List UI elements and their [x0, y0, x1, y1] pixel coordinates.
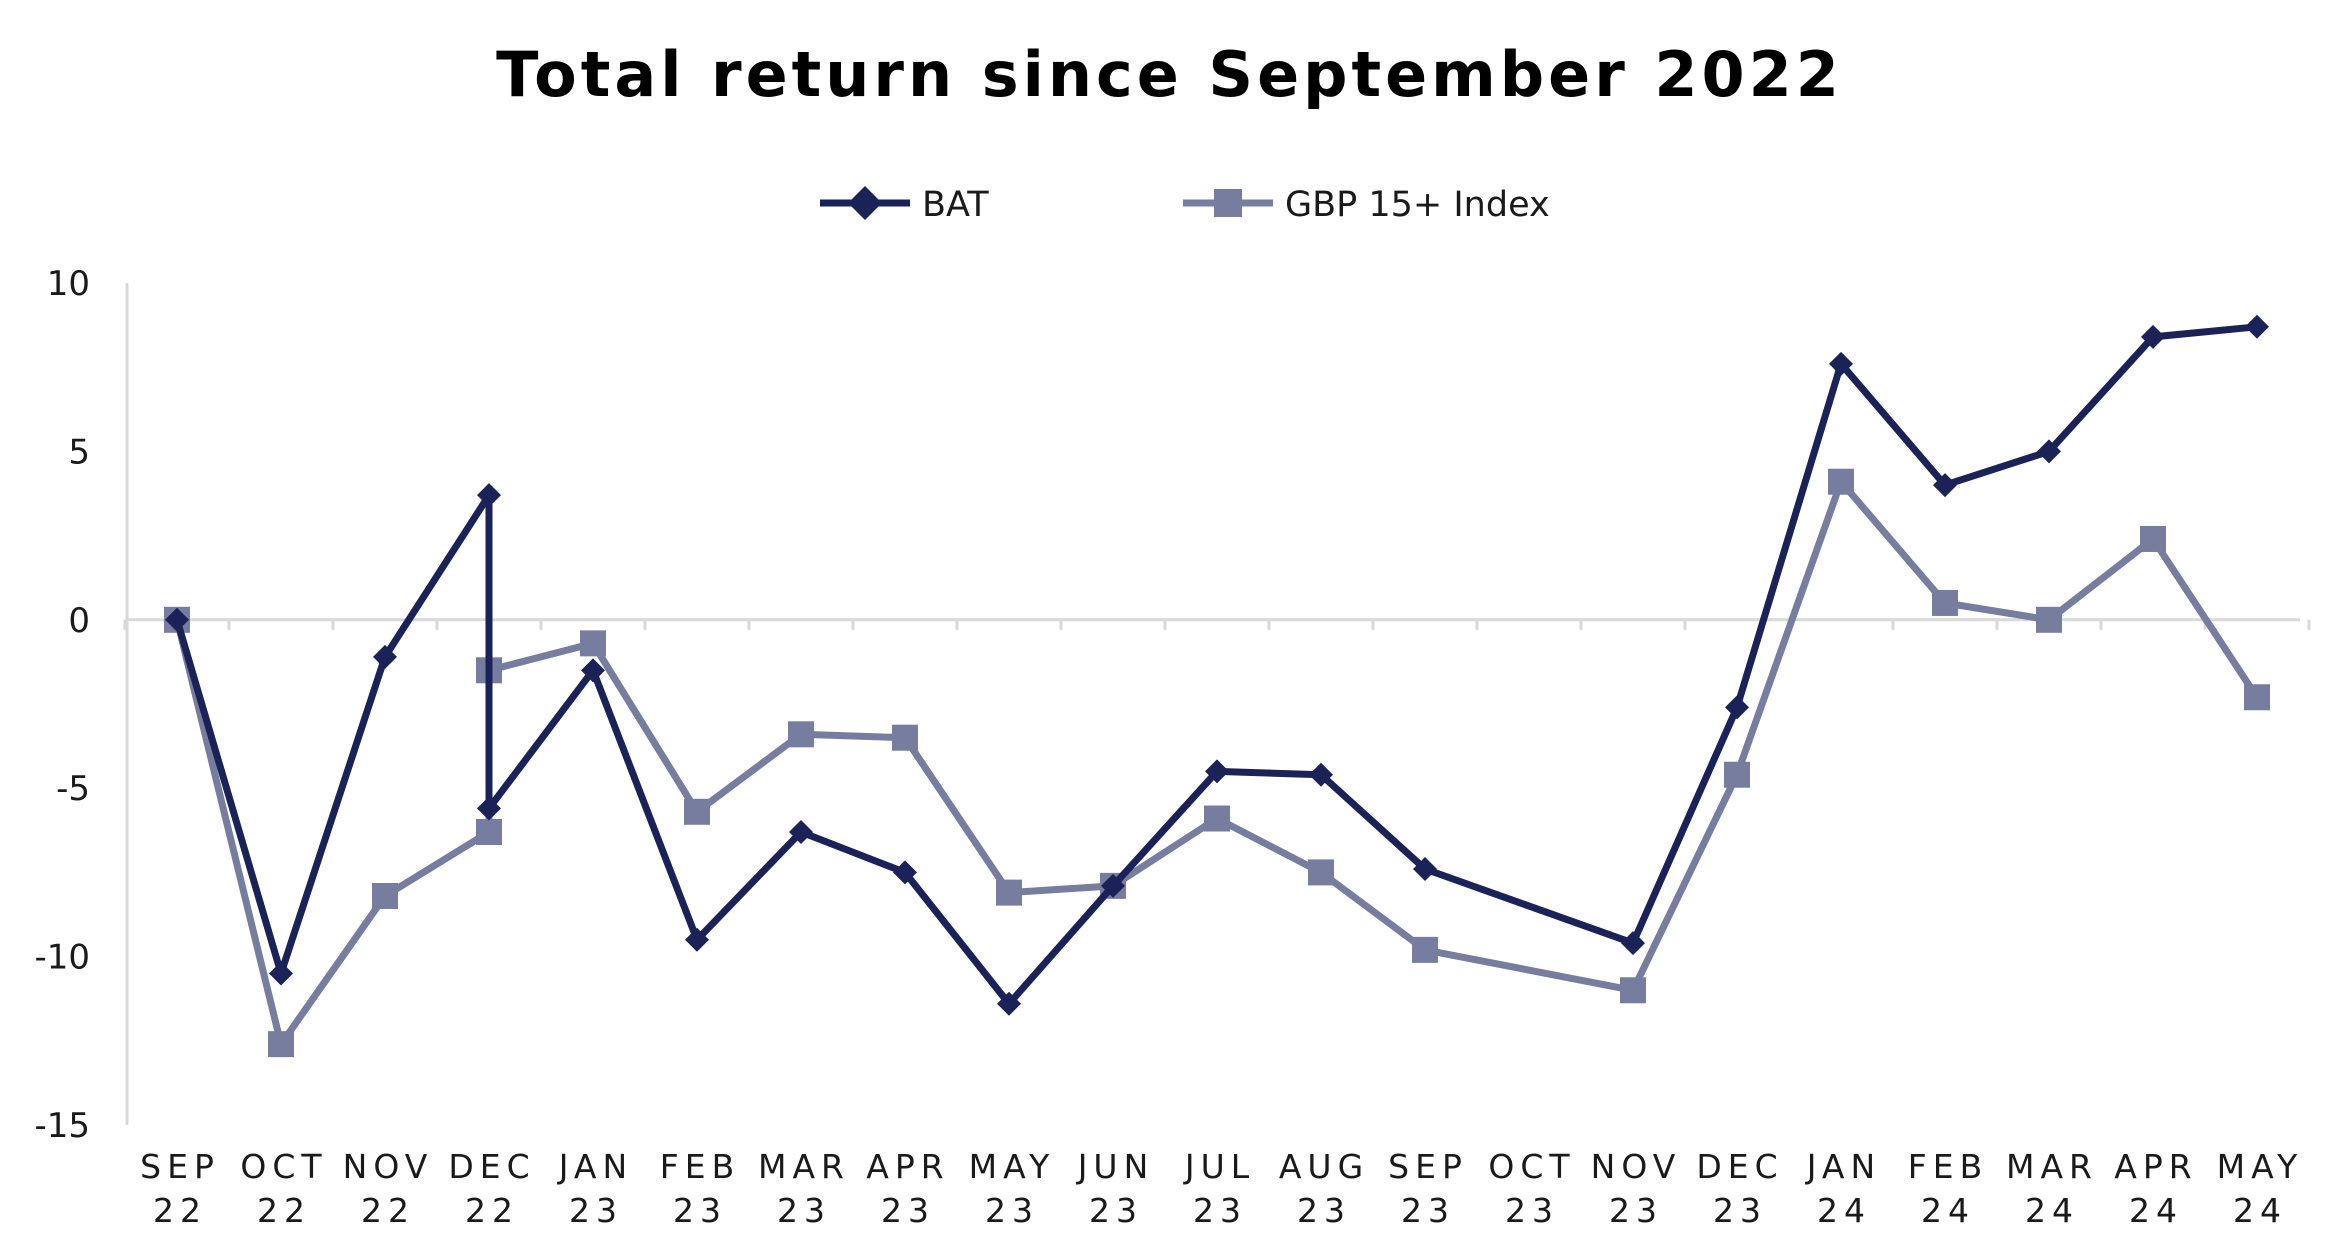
axes: 10 5 0 -5 -10 -15 SEP 22 OCT 22 NOV 22 DEC 22 JAN 23 FEB… — [34, 264, 2311, 1230]
data-point-bat — [2141, 324, 2165, 349]
data-point-gbp-index — [1620, 977, 1646, 1004]
x-tick-label: 23 — [881, 1191, 935, 1230]
square-icon — [1214, 189, 1242, 217]
x-tick-label: 23 — [1401, 1191, 1455, 1230]
x-tick-label: 24 — [1921, 1191, 1975, 1230]
x-tick-label: JUL — [1183, 1147, 1255, 1186]
x-tick-label: APR — [2114, 1147, 2197, 1186]
data-point-bat — [1101, 873, 1125, 898]
y-tick-label: -15 — [34, 1106, 90, 1146]
x-tick-label: 23 — [1609, 1191, 1663, 1230]
y-tick-label: 5 — [68, 432, 90, 472]
data-point-bat — [893, 860, 917, 885]
data-point-bat — [685, 927, 709, 952]
data-point-bat — [1621, 931, 1645, 956]
data-point-gbp-index — [996, 879, 1022, 906]
x-tick-label: OCT — [1488, 1147, 1575, 1186]
x-tick-label: 22 — [153, 1191, 207, 1230]
x-tick-label: DEC — [1696, 1147, 1783, 1186]
x-tick-label: 24 — [2129, 1191, 2183, 1230]
data-point-bat — [581, 658, 605, 683]
x-tick-label: NOV — [343, 1147, 434, 1186]
data-point-gbp-index — [2036, 606, 2062, 633]
chart-title: Total return since September 2022 — [496, 38, 1843, 111]
x-tick-label: 22 — [257, 1191, 311, 1230]
x-tick-label: MAR — [2006, 1147, 2098, 1186]
data-point-gbp-index — [476, 818, 502, 845]
x-tick-label: 24 — [2233, 1191, 2287, 1230]
x-tick-label: 23 — [1297, 1191, 1351, 1230]
data-point-bat — [1413, 857, 1437, 882]
x-tick-label: 23 — [569, 1191, 623, 1230]
data-point-bat — [2037, 439, 2061, 464]
series-layer — [164, 314, 2270, 1058]
x-tick-label: 24 — [1817, 1191, 1871, 1230]
data-point-gbp-index — [2244, 684, 2270, 711]
x-tick-label: SEP — [140, 1147, 220, 1186]
x-tick-label: MAY — [969, 1147, 1056, 1186]
x-tick-label: DEC — [448, 1147, 535, 1186]
data-point-gbp-index — [788, 721, 814, 748]
data-point-gbp-index — [1308, 859, 1334, 886]
data-point-bat — [373, 644, 397, 669]
diamond-icon — [848, 186, 882, 220]
x-tick-label: NOV — [1591, 1147, 1682, 1186]
legend: BAT GBP 15+ Index — [820, 185, 1550, 225]
data-point-bat — [1309, 762, 1333, 787]
x-tick-label: APR — [866, 1147, 949, 1186]
legend-item-bat: BAT — [820, 185, 989, 225]
x-tick-label: 23 — [1505, 1191, 1559, 1230]
y-tick-label: -5 — [56, 769, 90, 809]
x-tick-label: OCT — [240, 1147, 327, 1186]
data-point-bat — [477, 483, 501, 508]
x-tick-label: 24 — [2025, 1191, 2079, 1230]
x-tick-label: SEP — [1388, 1147, 1468, 1186]
x-tick-label: MAY — [2217, 1147, 2304, 1186]
x-tick-label: 23 — [1193, 1191, 1247, 1230]
series-line-bat — [173, 323, 2258, 1008]
data-point-gbp-index — [1412, 936, 1438, 963]
x-tick-label: MAR — [758, 1147, 850, 1186]
x-tick-label: 23 — [1713, 1191, 1767, 1230]
x-tick-label: JAN — [557, 1147, 633, 1186]
data-point-bat — [2245, 314, 2269, 339]
data-point-bat — [269, 961, 293, 986]
data-point-bat — [1829, 351, 1853, 376]
x-tick-label: JAN — [1805, 1147, 1881, 1186]
data-point-gbp-index — [1828, 468, 1854, 495]
data-point-bat — [1205, 759, 1229, 784]
legend-item-gbp-index: GBP 15+ Index — [1183, 185, 1550, 225]
x-tick-label: AUG — [1279, 1147, 1369, 1186]
x-tick-label: 23 — [985, 1191, 1039, 1230]
y-tick-label: 0 — [68, 601, 90, 641]
data-point-bat — [1933, 473, 1957, 498]
y-tick-label: -10 — [34, 938, 90, 978]
data-point-gbp-index — [1932, 589, 1958, 616]
data-point-bat — [477, 796, 501, 821]
data-point-gbp-index — [684, 798, 710, 825]
data-point-gbp-index — [1204, 805, 1230, 832]
x-tick-label: FEB — [660, 1147, 740, 1186]
x-tick-label: 23 — [673, 1191, 727, 1230]
data-point-gbp-index — [1724, 761, 1750, 788]
data-point-bat — [1725, 695, 1749, 720]
x-tick-label: JUN — [1076, 1147, 1155, 1186]
data-point-bat — [165, 607, 189, 632]
data-point-bat — [997, 991, 1021, 1016]
y-tick-label: 10 — [47, 264, 90, 304]
data-point-gbp-index — [372, 882, 398, 909]
x-tick-label: 22 — [361, 1191, 415, 1230]
legend-label-gbp-index: GBP 15+ Index — [1285, 185, 1550, 225]
x-tick-label: 23 — [777, 1191, 831, 1230]
legend-label-bat: BAT — [922, 185, 989, 225]
data-point-gbp-index — [892, 724, 918, 751]
data-point-gbp-index — [580, 630, 606, 657]
x-tick-label: FEB — [1908, 1147, 1988, 1186]
data-point-gbp-index — [268, 1031, 294, 1058]
x-tick-label: 23 — [1089, 1191, 1143, 1230]
x-tick-label: 22 — [465, 1191, 519, 1230]
data-point-gbp-index — [2140, 525, 2166, 552]
data-point-bat — [789, 819, 813, 844]
